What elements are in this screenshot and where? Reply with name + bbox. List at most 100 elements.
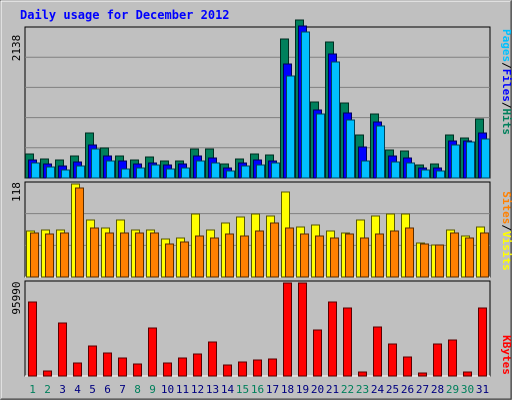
bar-pages-day-14 (226, 170, 235, 179)
bar-sites-day-8 (135, 232, 144, 278)
x-tick-label-day-29: 29 (446, 383, 459, 396)
top-panel-ymax-label: 2138 (10, 35, 23, 62)
bar-kbytes-day-2 (43, 370, 52, 377)
bar-sites-day-26 (405, 227, 414, 278)
legend-visits: Visits (500, 231, 512, 271)
bar-sites-day-2 (45, 233, 54, 278)
x-tick-label-day-11: 11 (176, 383, 189, 396)
x-tick-label-day-4: 4 (74, 383, 81, 396)
x-tick-label-day-28: 28 (431, 383, 444, 396)
bar-kbytes-day-9 (148, 327, 157, 377)
bar-sites-day-27 (420, 243, 429, 278)
middle-panel-ymax-label: 118 (10, 182, 23, 202)
bar-pages-day-31 (481, 138, 490, 179)
bar-kbytes-day-4 (73, 362, 82, 377)
bar-kbytes-day-16 (253, 359, 262, 377)
bar-kbytes-day-23 (358, 371, 367, 377)
x-tick-label-day-24: 24 (371, 383, 385, 396)
legend-sites: Sites (500, 191, 512, 224)
bar-sites-day-11 (180, 241, 189, 278)
bar-kbytes-day-19 (298, 282, 307, 377)
bar-sites-day-12 (195, 235, 204, 278)
bar-sites-day-7 (120, 232, 129, 278)
bar-sites-day-14 (225, 233, 234, 278)
legend-sep-3: / (500, 224, 512, 231)
bar-kbytes-day-15 (238, 361, 247, 377)
bar-kbytes-day-11 (178, 357, 187, 377)
bar-kbytes-day-10 (163, 362, 172, 377)
bar-pages-day-8 (136, 167, 145, 179)
middle-panel-legend: Sites/Visits (500, 191, 512, 271)
bar-sites-day-30 (465, 237, 474, 278)
bar-sites-day-24 (375, 233, 384, 278)
x-tick-label-day-25: 25 (386, 383, 399, 396)
x-tick-label-day-19: 19 (296, 383, 309, 396)
bar-sites-day-22 (345, 233, 354, 278)
x-tick-label-day-2: 2 (44, 383, 51, 396)
bar-kbytes-day-31 (478, 307, 487, 377)
x-tick-label-day-21: 21 (326, 383, 339, 396)
chart-title: Daily usage for December 2012 (20, 8, 230, 22)
bar-pages-day-28 (436, 170, 445, 179)
x-tick-label-day-17: 17 (266, 383, 279, 396)
bar-kbytes-day-1 (28, 301, 37, 377)
bar-kbytes-day-14 (223, 364, 232, 377)
top-panel-legend: Pages/Files/Hits (500, 29, 512, 135)
x-tick-label-day-23: 23 (356, 383, 369, 396)
bar-sites-day-16 (255, 230, 264, 278)
bar-sites-day-15 (240, 235, 249, 278)
bar-pages-day-26 (406, 162, 415, 179)
x-tick-label-day-20: 20 (311, 383, 324, 396)
x-tick-label-day-31: 31 (476, 383, 489, 396)
bar-sites-day-9 (150, 232, 159, 278)
bar-pages-day-6 (106, 160, 115, 179)
x-tick-label-day-12: 12 (191, 383, 204, 396)
bar-sites-day-20 (315, 235, 324, 278)
bar-pages-day-5 (91, 148, 100, 179)
bottom-panel-ymax-label: 95990 (10, 281, 23, 314)
bar-kbytes-day-24 (373, 326, 382, 377)
legend-pages: Pages (500, 29, 512, 62)
x-tick-label-day-15: 15 (236, 383, 249, 396)
bar-sites-day-28 (435, 244, 444, 278)
bar-sites-day-29 (450, 232, 459, 278)
bar-pages-day-24 (376, 125, 385, 179)
plot-area (24, 19, 491, 377)
bar-sites-day-21 (330, 237, 339, 278)
bar-pages-day-30 (466, 141, 475, 179)
bar-sites-day-5 (90, 227, 99, 278)
x-tick-label-day-13: 13 (206, 383, 219, 396)
bar-sites-day-1 (30, 232, 39, 278)
x-tick-label-day-1: 1 (29, 383, 36, 396)
bar-pages-day-9 (151, 164, 160, 179)
bar-kbytes-day-17 (268, 358, 277, 377)
bar-pages-day-13 (211, 162, 220, 179)
bar-sites-day-31 (480, 232, 489, 278)
bar-pages-day-12 (196, 160, 205, 179)
bar-pages-day-18 (286, 75, 295, 179)
bar-kbytes-day-28 (433, 343, 442, 377)
bar-kbytes-day-27 (418, 372, 427, 377)
x-tick-label-day-30: 30 (461, 383, 474, 396)
x-tick-label-day-5: 5 (89, 383, 96, 396)
legend-kbytes: KBytes (500, 335, 512, 375)
bar-kbytes-day-5 (88, 345, 97, 377)
x-tick-label-day-9: 9 (149, 383, 156, 396)
x-tick-label-day-7: 7 (119, 383, 126, 396)
bar-kbytes-day-21 (328, 301, 337, 377)
bar-sites-day-23 (360, 237, 369, 278)
bar-pages-day-19 (301, 31, 310, 179)
x-tick-label-day-6: 6 (104, 383, 111, 396)
bar-pages-day-25 (391, 161, 400, 179)
bar-sites-day-17 (270, 222, 279, 278)
bar-pages-day-11 (181, 167, 190, 179)
x-tick-label-day-3: 3 (59, 383, 66, 396)
bar-pages-day-21 (331, 61, 340, 179)
bar-pages-day-22 (346, 119, 355, 179)
x-tick-label-day-26: 26 (401, 383, 414, 396)
bar-sites-day-19 (300, 233, 309, 278)
bar-sites-day-4 (75, 187, 84, 278)
bar-pages-day-15 (241, 165, 250, 179)
bar-kbytes-day-18 (283, 282, 292, 377)
